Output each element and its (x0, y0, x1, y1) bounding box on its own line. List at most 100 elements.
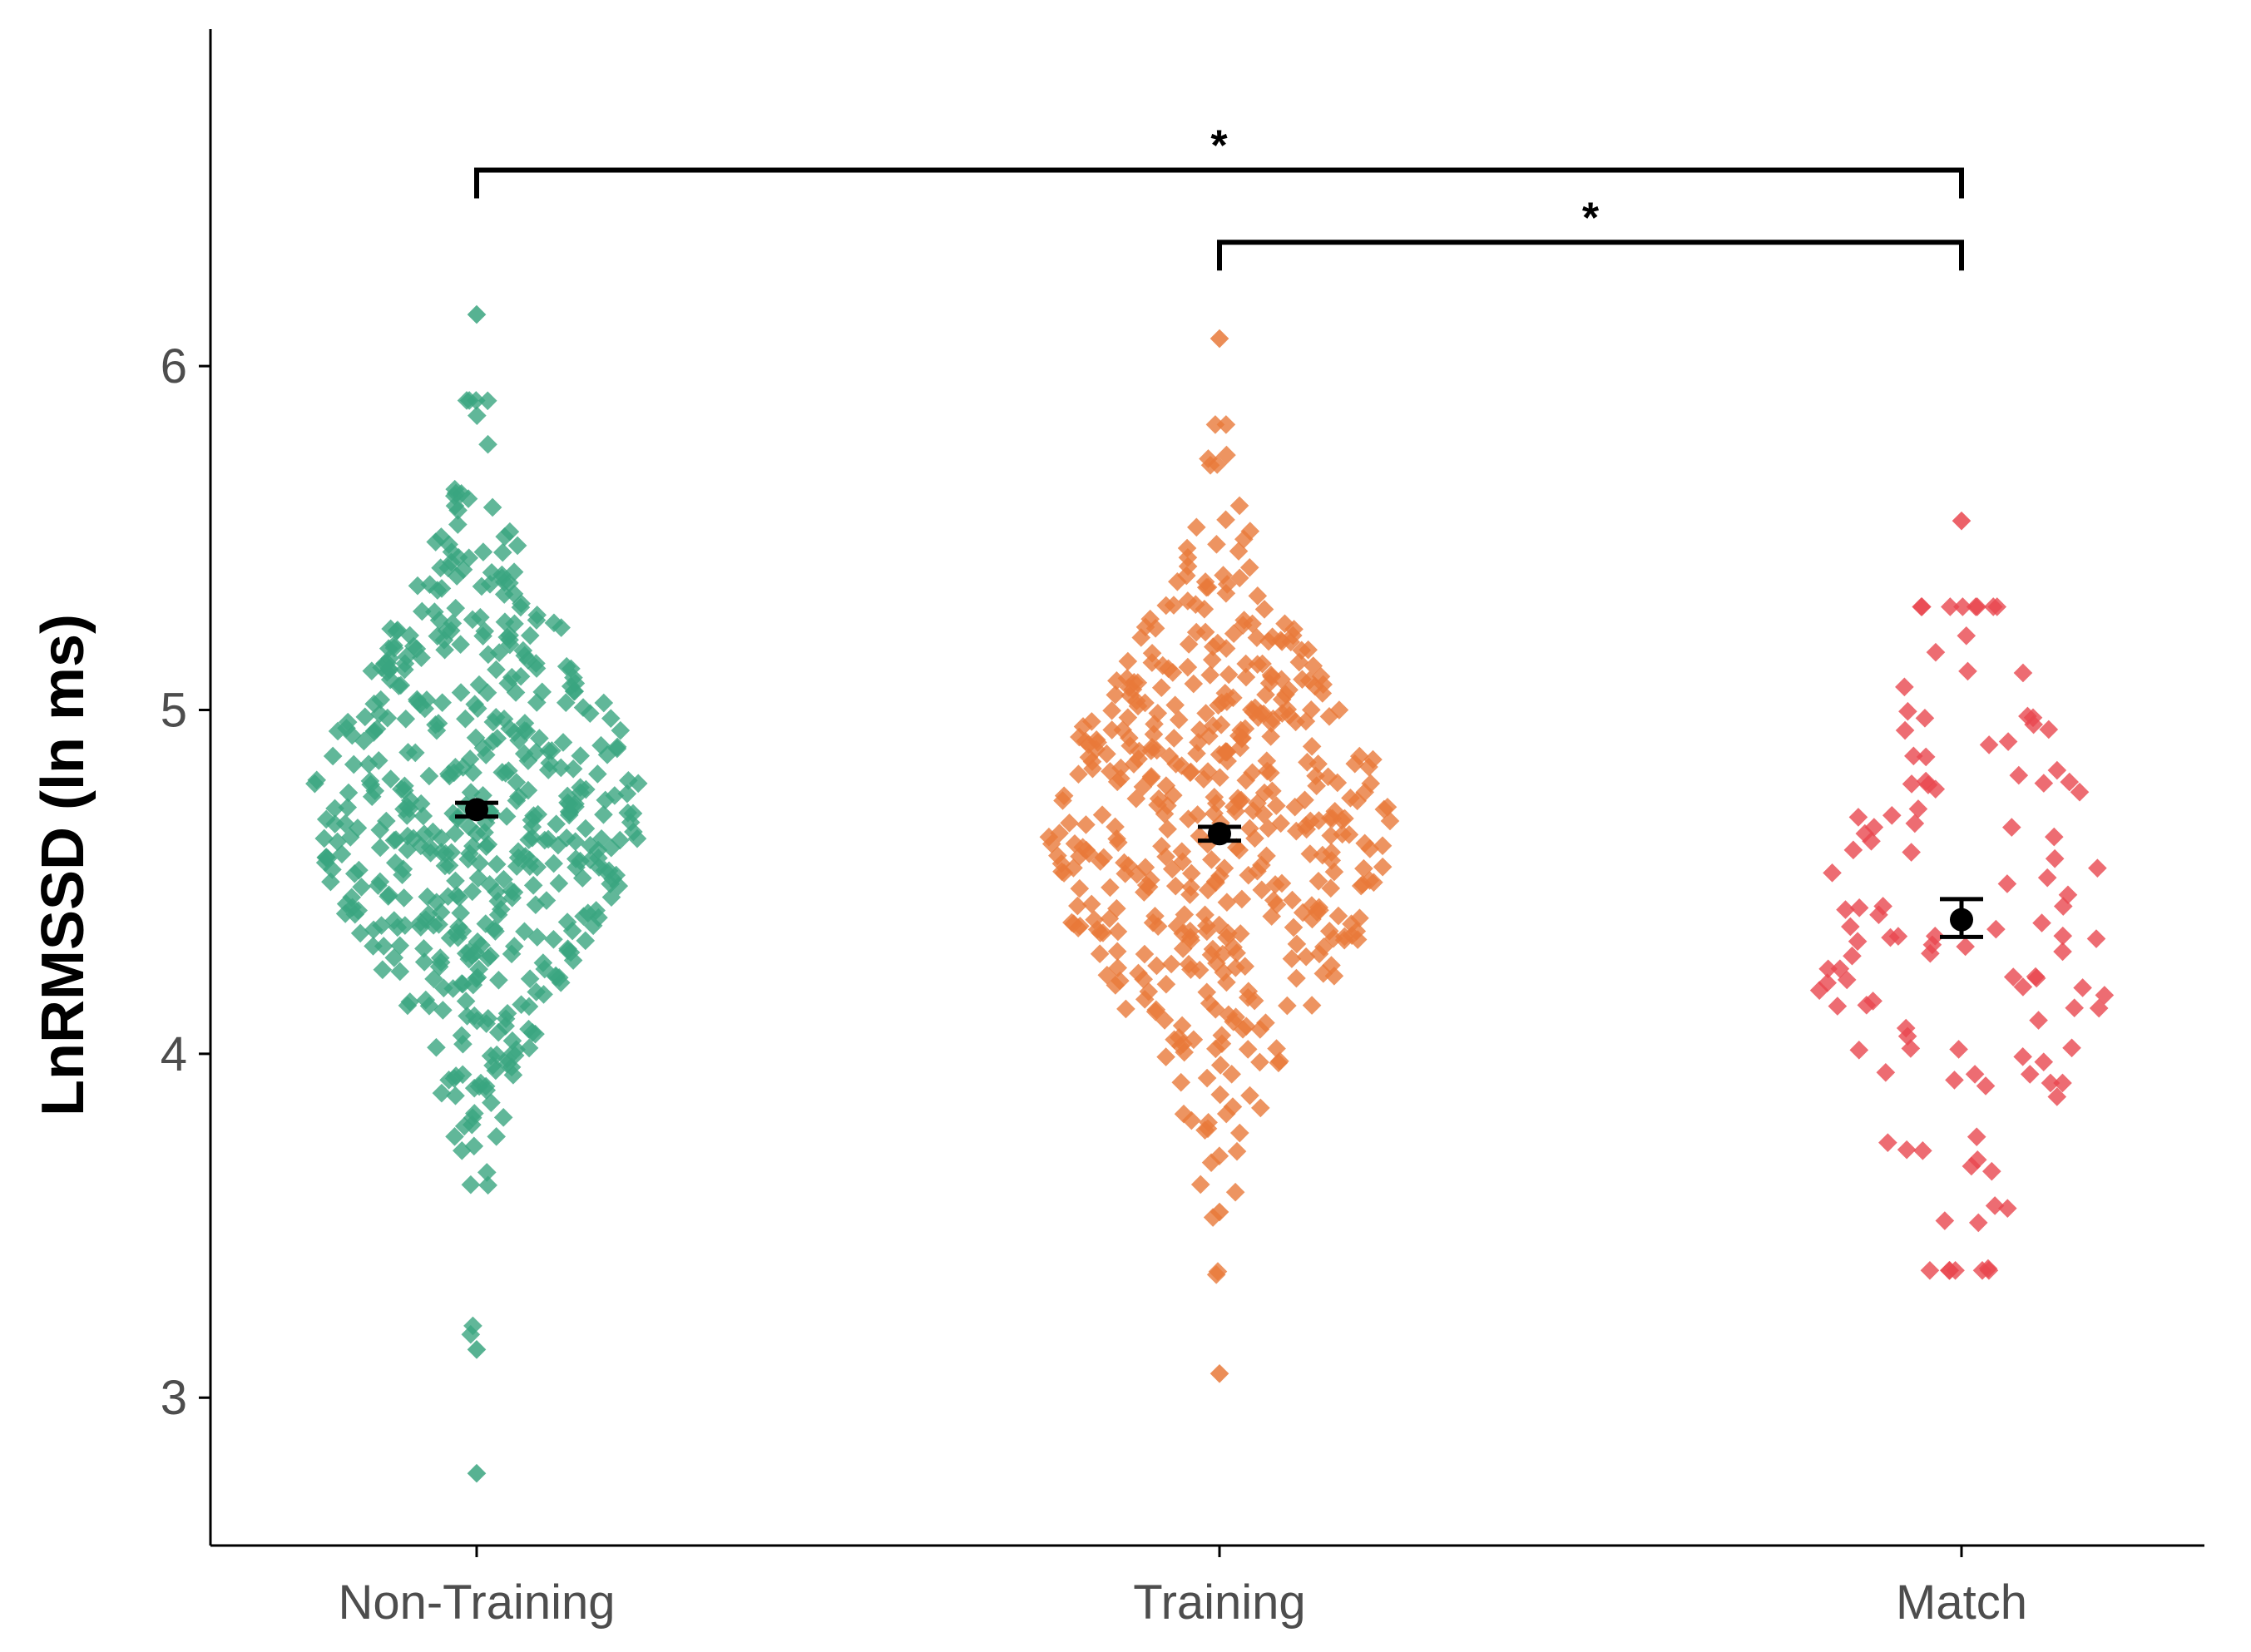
data-point (1161, 954, 1181, 974)
data-point (1196, 704, 1215, 723)
data-point (2073, 978, 2092, 997)
data-point (454, 1116, 474, 1136)
data-point (442, 552, 461, 572)
data-point (1333, 824, 1353, 844)
data-point (390, 962, 410, 982)
data-point (1248, 655, 1267, 674)
data-point (1248, 586, 1268, 606)
data-point (1141, 768, 1161, 788)
data-point (2070, 782, 2090, 802)
data-point (321, 872, 340, 892)
data-point (1843, 840, 1863, 860)
data-point (1178, 657, 1198, 677)
data-point (2039, 720, 2059, 739)
data-point (1127, 864, 1147, 884)
data-point (1902, 843, 1921, 862)
data-point (1141, 870, 1160, 890)
data-point (400, 992, 420, 1011)
data-point (1926, 642, 1946, 662)
data-point (504, 584, 524, 604)
data-point (1912, 597, 1932, 616)
data-point (1244, 702, 1264, 722)
data-point (1915, 709, 1935, 728)
data-point (481, 946, 500, 966)
data-point (355, 707, 375, 727)
outlier-point (467, 304, 487, 324)
data-point (1094, 848, 1114, 868)
data-point (459, 949, 479, 969)
data-point (1261, 727, 1280, 746)
data-point (605, 786, 625, 805)
outlier-point (1952, 511, 1971, 531)
data-point (460, 749, 480, 769)
data-point (1069, 764, 1088, 784)
data-point (607, 739, 627, 759)
data-point (1968, 1213, 1988, 1233)
data-point (2026, 967, 2046, 987)
data-point (1267, 895, 1287, 914)
y-axis-ticks: 3 4 5 6 (161, 339, 210, 1425)
data-point (1202, 850, 1221, 869)
data-point (432, 1083, 452, 1103)
data-point (1976, 1076, 1996, 1096)
data-point (1882, 805, 1902, 825)
data-point (1206, 1039, 1225, 1059)
data-point (1197, 982, 1217, 1002)
data-point (1070, 878, 1090, 898)
data-point (427, 1037, 446, 1057)
data-point (487, 1045, 507, 1065)
data-point (1271, 814, 1290, 833)
data-point (519, 830, 539, 849)
data-point (1090, 944, 1110, 964)
data-point (380, 670, 400, 690)
data-point (1307, 776, 1326, 796)
data-point (1198, 577, 1218, 597)
data-point (2032, 913, 2051, 932)
data-point (563, 759, 583, 779)
data-point (574, 907, 593, 926)
data-point (439, 1071, 458, 1090)
data-point (1155, 1011, 1175, 1030)
data-point (1115, 853, 1134, 873)
data-point (1127, 691, 1146, 710)
data-point (1985, 1196, 2005, 1215)
data-point (456, 709, 475, 729)
data-point (370, 838, 390, 858)
data-point (1957, 626, 1976, 645)
data-point (1229, 568, 1249, 588)
data-point (1207, 535, 1226, 554)
mean-point (1208, 822, 1231, 846)
data-point (1347, 922, 1367, 941)
data-point (414, 824, 434, 844)
data-point (507, 791, 527, 810)
data-point (1297, 819, 1316, 839)
data-point (1102, 700, 1121, 720)
data-point (1348, 791, 1367, 811)
data-point (435, 640, 454, 660)
data-point (1270, 1051, 1289, 1071)
data-point (494, 572, 514, 592)
data-point (446, 1086, 465, 1105)
data-point (482, 732, 502, 752)
y-tick-label: 5 (161, 683, 187, 737)
data-point (487, 882, 506, 902)
data-point (350, 923, 370, 943)
data-point (572, 868, 592, 888)
data-point (453, 560, 473, 580)
data-point (488, 1022, 508, 1042)
data-point (594, 804, 613, 824)
data-point (1229, 1123, 1249, 1143)
data-point (1203, 716, 1223, 735)
data-point (408, 576, 428, 596)
data-point (1857, 996, 1877, 1015)
outlier-point (1210, 1202, 1229, 1222)
data-point (2065, 998, 2084, 1018)
data-point (1200, 665, 1220, 685)
data-point (477, 1163, 497, 1182)
data-point (478, 1009, 498, 1028)
x-tick-label: Training (1133, 1575, 1305, 1630)
data-point (429, 611, 449, 630)
y-axis-title: LnRMSSD (ln ms) (30, 614, 96, 1116)
data-point (2001, 818, 2021, 837)
